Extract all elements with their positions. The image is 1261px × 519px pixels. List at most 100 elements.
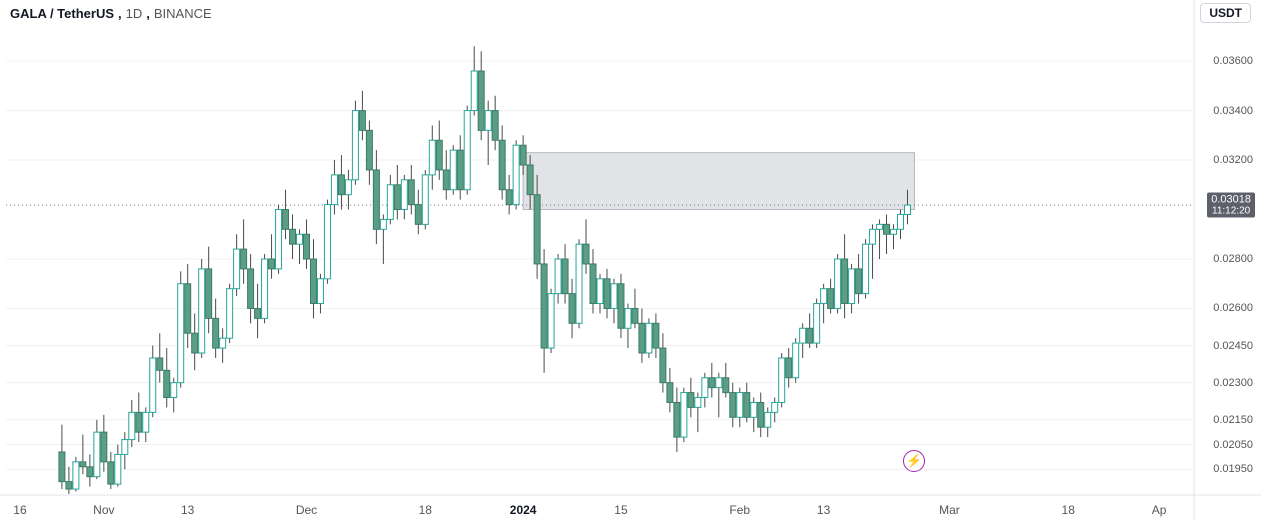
candle [478, 71, 484, 130]
candle [297, 234, 303, 244]
candle [751, 402, 757, 417]
x-axis-tick: 15 [614, 503, 627, 517]
candle [590, 264, 596, 304]
candle [562, 259, 568, 294]
candle [359, 111, 365, 131]
candle [290, 229, 296, 244]
candle [904, 205, 910, 214]
candle [394, 185, 400, 210]
candle [59, 452, 65, 482]
x-axis-tick: 18 [1062, 503, 1075, 517]
candle [157, 358, 163, 370]
supply-zone-rect[interactable] [523, 153, 914, 210]
candle [513, 145, 519, 204]
candle [234, 249, 240, 289]
candle [366, 130, 372, 170]
candle [338, 175, 344, 195]
candle [688, 393, 694, 408]
candle [856, 269, 862, 294]
candle [625, 308, 631, 328]
candle [269, 259, 275, 269]
candle [380, 219, 386, 229]
candle [115, 454, 121, 484]
candle [884, 224, 890, 234]
candle [835, 259, 841, 308]
x-axis-tick: 13 [181, 503, 194, 517]
candle [213, 318, 219, 348]
candle [485, 111, 491, 131]
x-axis-tick: Dec [296, 503, 317, 517]
candle [220, 338, 226, 348]
candle [122, 440, 128, 455]
candle [262, 259, 268, 318]
candle [387, 185, 393, 220]
y-axis-tick: 0.03600 [1211, 55, 1255, 67]
candle [283, 210, 289, 230]
candle [646, 323, 652, 353]
candle [772, 402, 778, 412]
last-price-label: 0.0301811:12:20 [1207, 193, 1255, 218]
candle [548, 294, 554, 348]
candle [317, 279, 323, 304]
candle [276, 210, 282, 269]
candle [171, 383, 177, 398]
candle [331, 175, 337, 205]
candle [136, 412, 142, 432]
candle [527, 165, 533, 195]
candle [814, 304, 820, 344]
x-axis-tick: Ap [1152, 503, 1167, 517]
candle [639, 323, 645, 353]
candle [94, 432, 100, 477]
candle [73, 462, 79, 489]
candle [457, 150, 463, 190]
candle [401, 180, 407, 210]
x-axis-tick: 18 [419, 503, 432, 517]
candle [709, 378, 715, 388]
candle [373, 170, 379, 229]
candle [618, 284, 624, 329]
x-axis-tick: Mar [939, 503, 960, 517]
candle [744, 393, 750, 418]
candle [877, 224, 883, 229]
y-axis-tick: 0.02450 [1211, 340, 1255, 352]
candle [800, 328, 806, 343]
candle [583, 244, 589, 264]
candle [492, 111, 498, 141]
candle [842, 259, 848, 304]
candle [206, 269, 212, 318]
candle [821, 289, 827, 304]
candle [674, 402, 680, 437]
candle [164, 370, 170, 397]
candle [178, 284, 184, 383]
candle [87, 467, 93, 477]
candle [828, 289, 834, 309]
candle [737, 393, 743, 418]
x-axis-tick: 16 [13, 503, 26, 517]
candle [324, 205, 330, 279]
candle [192, 333, 198, 353]
candle [660, 348, 666, 383]
candle [408, 180, 414, 205]
candle [569, 294, 575, 324]
candle [779, 358, 785, 403]
candle [611, 284, 617, 309]
candle [499, 140, 505, 189]
x-axis-tick: Nov [93, 503, 114, 517]
candle [450, 150, 456, 190]
flash-icon[interactable]: ⚡ [903, 450, 925, 472]
candle [80, 462, 86, 467]
candle [199, 269, 205, 353]
candle [143, 412, 149, 432]
candle [506, 190, 512, 205]
candle [765, 412, 771, 427]
candle [653, 323, 659, 348]
candle [129, 412, 135, 439]
candle [310, 259, 316, 304]
candle [702, 378, 708, 398]
candle [345, 180, 351, 195]
candle [555, 259, 561, 294]
price-chart[interactable] [0, 0, 1261, 519]
candle [352, 111, 358, 180]
candle [248, 269, 254, 309]
candle [604, 279, 610, 309]
